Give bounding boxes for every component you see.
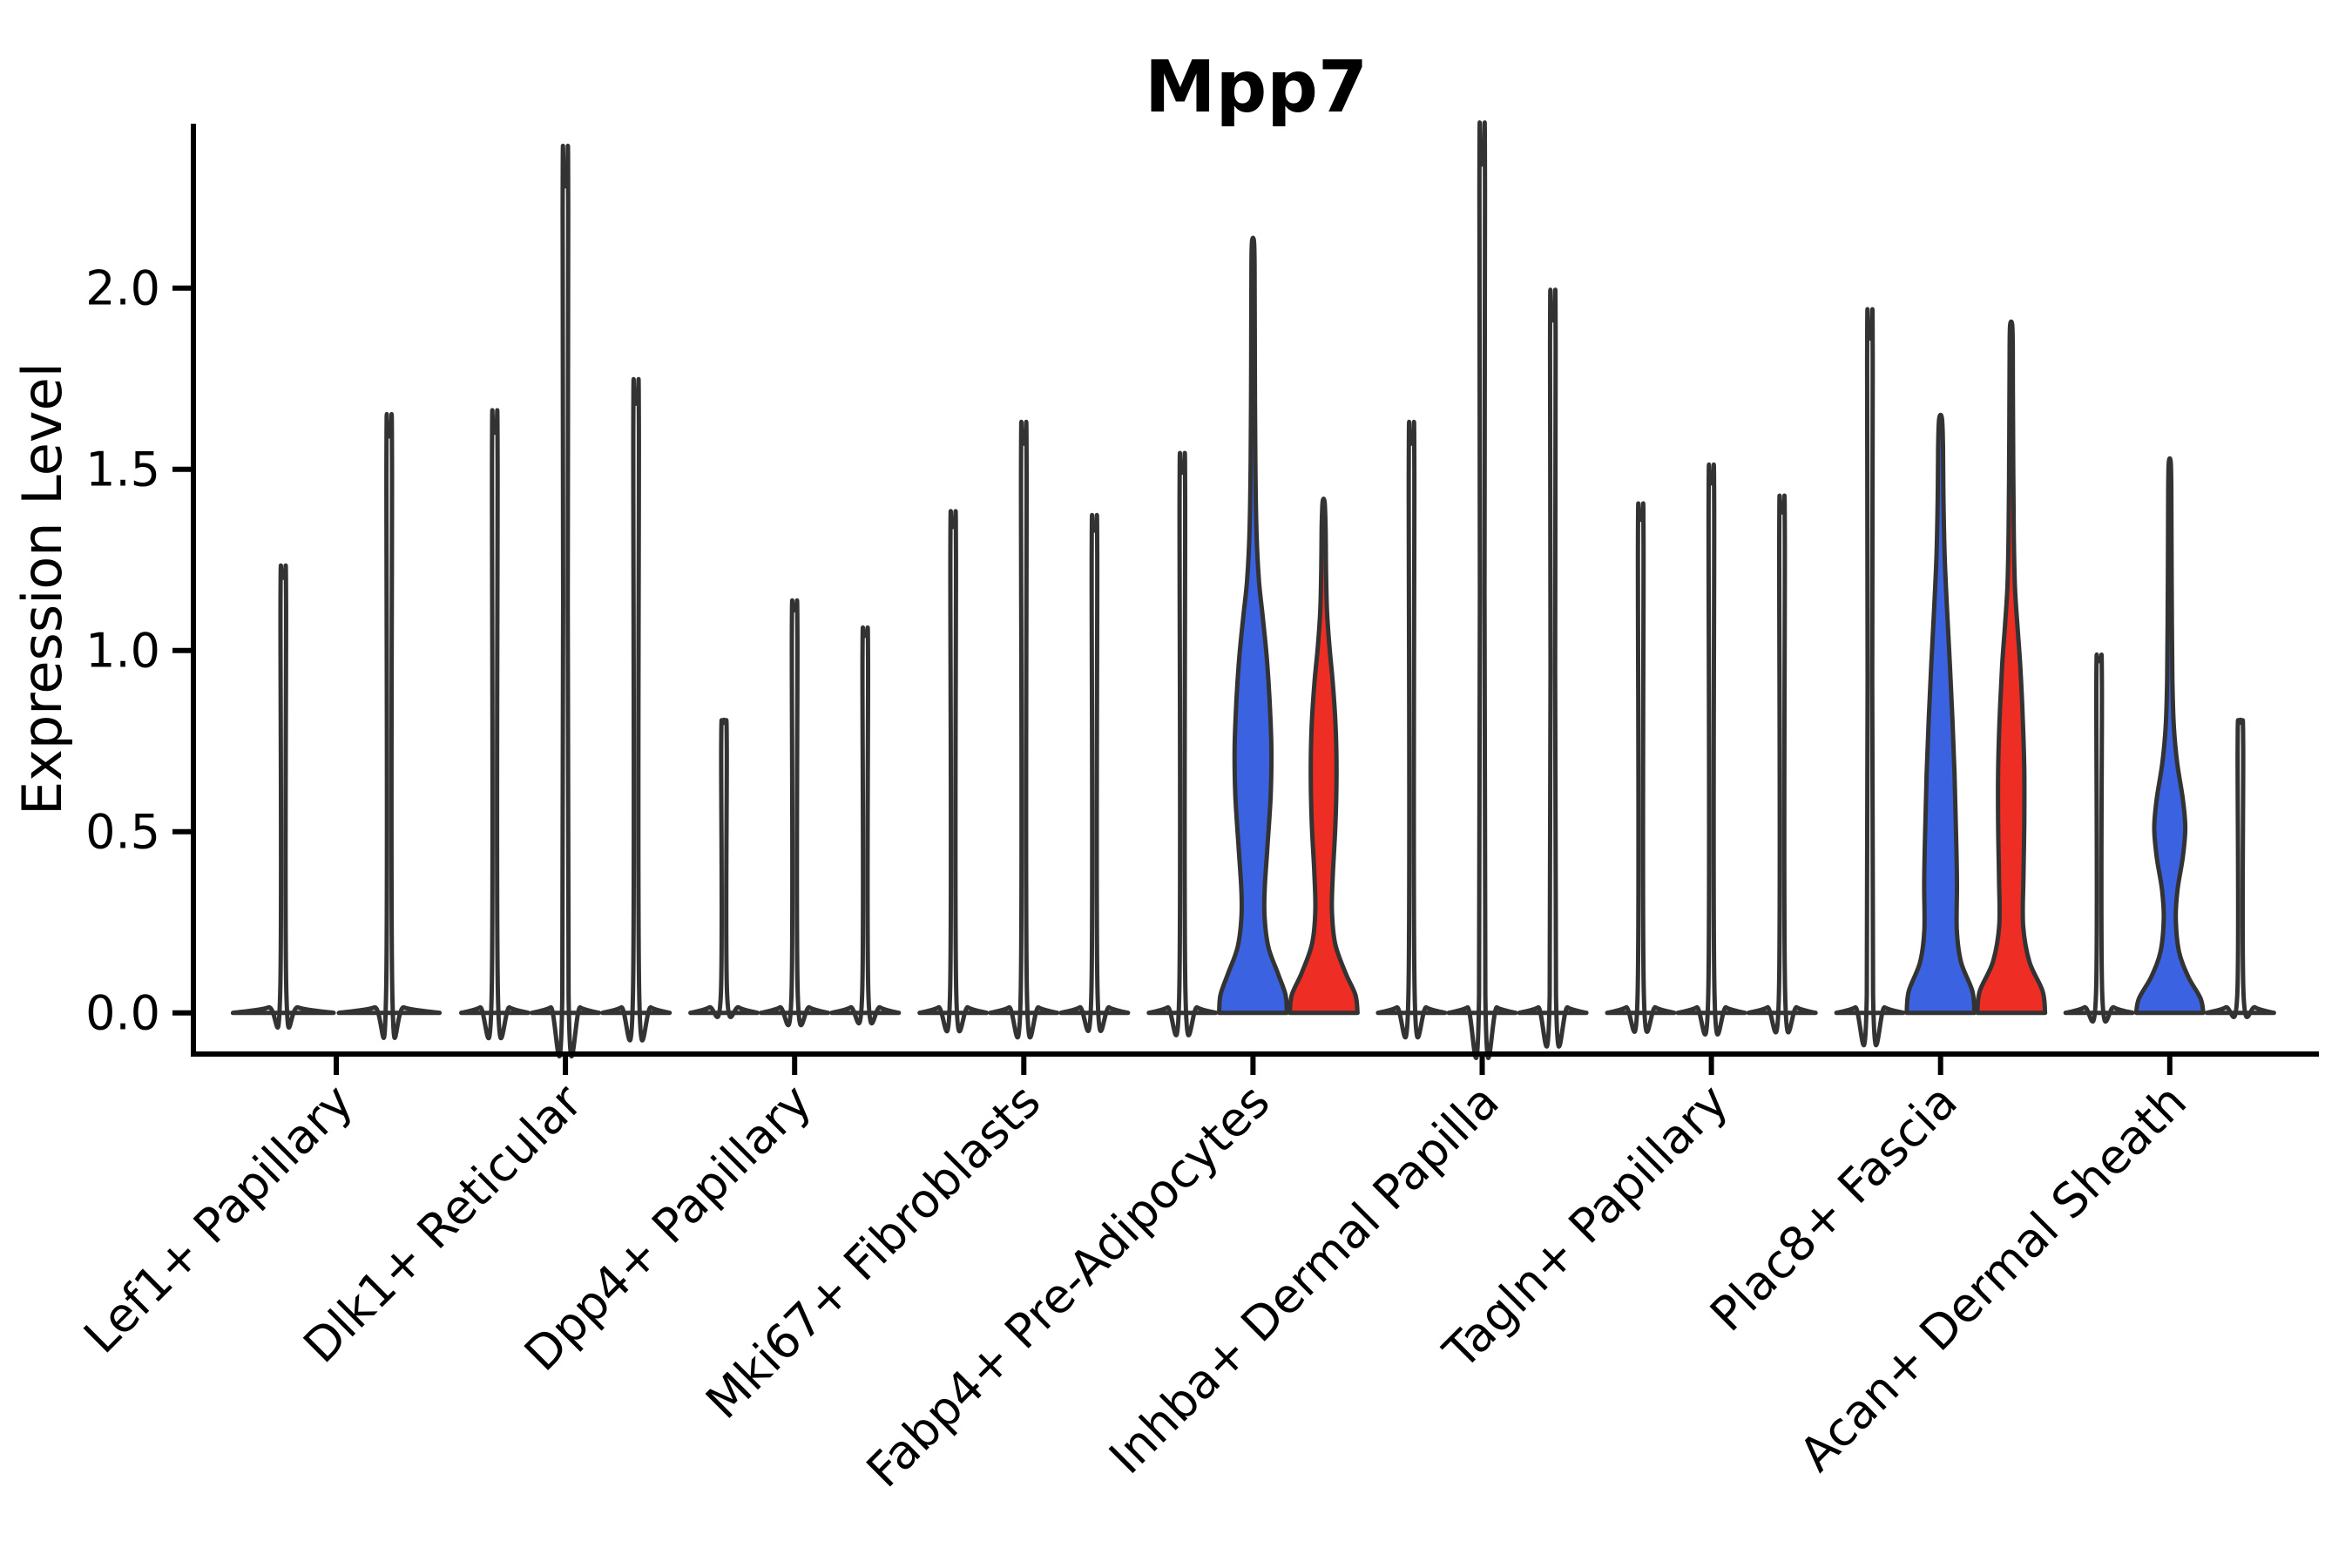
violin-spike: [829, 625, 902, 1025]
chart-title: Mpp7: [1145, 46, 1368, 129]
y-tick-label: 0.5: [85, 805, 160, 860]
violin-blue: [1217, 235, 1289, 1016]
violin-red: [1288, 497, 1360, 1016]
violin-spike: [1675, 462, 1747, 1037]
violin-red: [1975, 319, 2048, 1016]
violin-blue: [1904, 412, 1977, 1016]
violin-spike: [688, 717, 760, 1019]
violin-blue: [2133, 456, 2206, 1016]
violin-spike: [600, 376, 672, 1043]
violin-spike: [988, 420, 1060, 1040]
violin-spike: [2204, 717, 2276, 1019]
violin-spike: [2063, 652, 2135, 1024]
y-axis-label: Expression Level: [10, 362, 74, 815]
y-tick-label: 2.0: [85, 261, 160, 316]
violin-spike: [530, 144, 602, 1059]
violin-spike: [917, 509, 990, 1034]
violin-spike: [1517, 287, 1589, 1049]
violin-spike: [1058, 512, 1131, 1033]
violin-spike: [230, 563, 336, 1031]
violin-spike: [1446, 120, 1518, 1060]
violin-spike: [336, 412, 443, 1040]
y-tick-label: 0.0: [85, 986, 160, 1041]
violin-spike: [1834, 307, 1906, 1048]
violin-spike: [759, 598, 831, 1028]
violin-spike: [1146, 450, 1219, 1037]
violin-spike: [1746, 493, 1818, 1035]
violin-spike: [1375, 420, 1448, 1040]
y-tick-label: 1.0: [85, 624, 160, 679]
violin-spike: [459, 408, 531, 1041]
y-tick-label: 1.5: [85, 443, 160, 497]
violin-spike: [1605, 501, 1677, 1034]
